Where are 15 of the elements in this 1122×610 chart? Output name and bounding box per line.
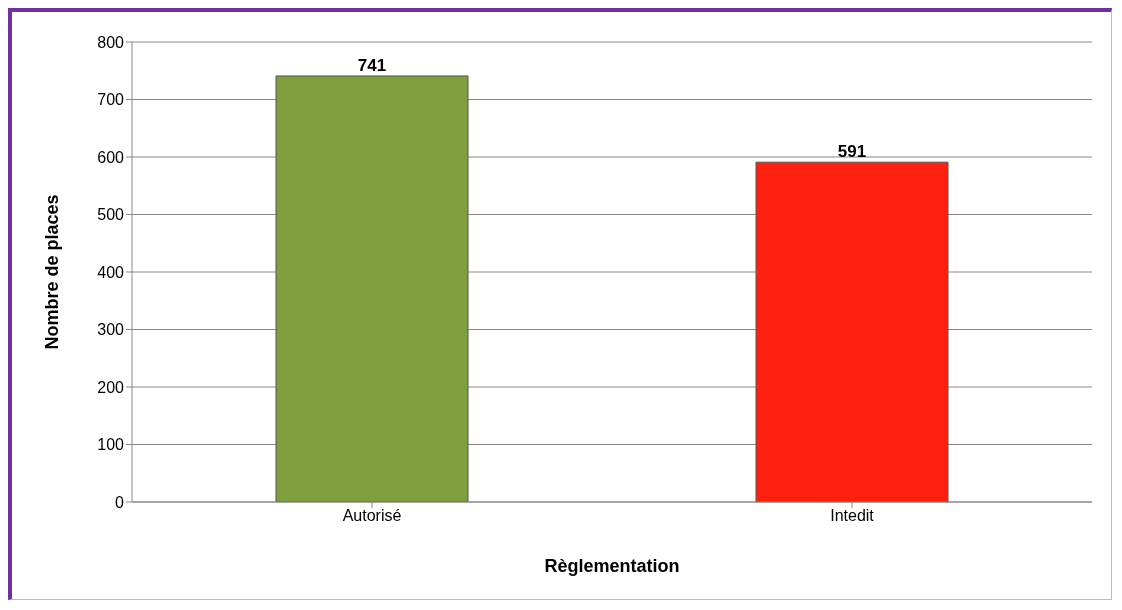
y-tick-label: 400 xyxy=(97,263,125,281)
y-tick-label: 700 xyxy=(97,91,125,109)
data-label: 591 xyxy=(837,142,867,162)
y-axis-title: Nombre de places xyxy=(42,194,63,350)
y-tick-label: 800 xyxy=(97,33,125,51)
y-tick-label: 500 xyxy=(97,206,125,224)
x-tick-label: Intedit xyxy=(830,507,875,525)
y-tick-label: 0 xyxy=(115,493,125,511)
y-tick-label: 200 xyxy=(97,378,125,396)
y-tick-label: 600 xyxy=(97,148,125,166)
x-axis-title: Règlementation xyxy=(544,556,680,576)
data-label: 741 xyxy=(357,55,387,75)
y-tick-label: 100 xyxy=(97,436,125,454)
y-tick-label: 300 xyxy=(97,321,125,339)
x-tick-label: Autorisé xyxy=(342,507,402,525)
